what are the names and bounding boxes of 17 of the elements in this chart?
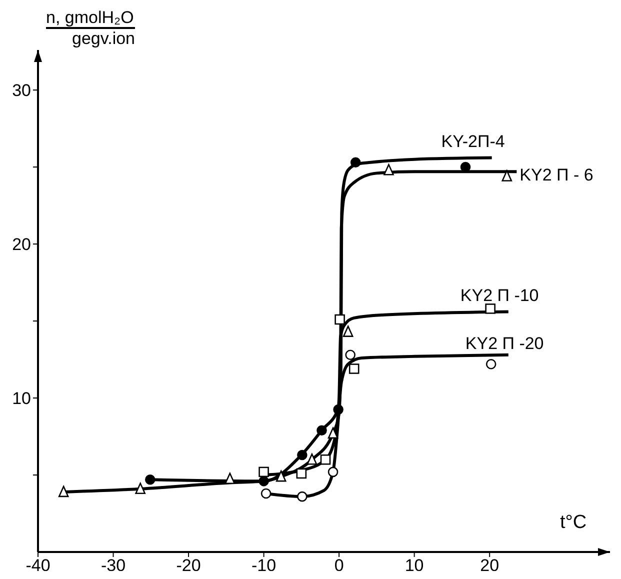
x-tick-label: 20 [480, 556, 500, 576]
y-axis-title: n, gmolH₂O [46, 8, 136, 29]
series-label: KY-2П-4 [441, 132, 505, 151]
x-tick-label: -10 [252, 556, 276, 576]
x-tick-label: -30 [100, 556, 126, 576]
x-tick-label: -20 [176, 556, 201, 576]
y-tick-label: 20 [12, 235, 31, 254]
x-axis-title: t°C [560, 512, 587, 534]
series-label: KY2 П -10 [460, 286, 539, 305]
x-tick-label: 0 [334, 556, 344, 576]
series-label: KY2 П -20 [465, 334, 544, 353]
x-tick-label: 10 [404, 556, 424, 576]
x-tick-label: -40 [26, 556, 50, 576]
series-label: KY2 П - 6 [520, 166, 594, 185]
y-tick-label: 30 [12, 81, 31, 100]
y-tick-label: 10 [12, 389, 31, 408]
text: gegv.ion [71, 29, 136, 48]
